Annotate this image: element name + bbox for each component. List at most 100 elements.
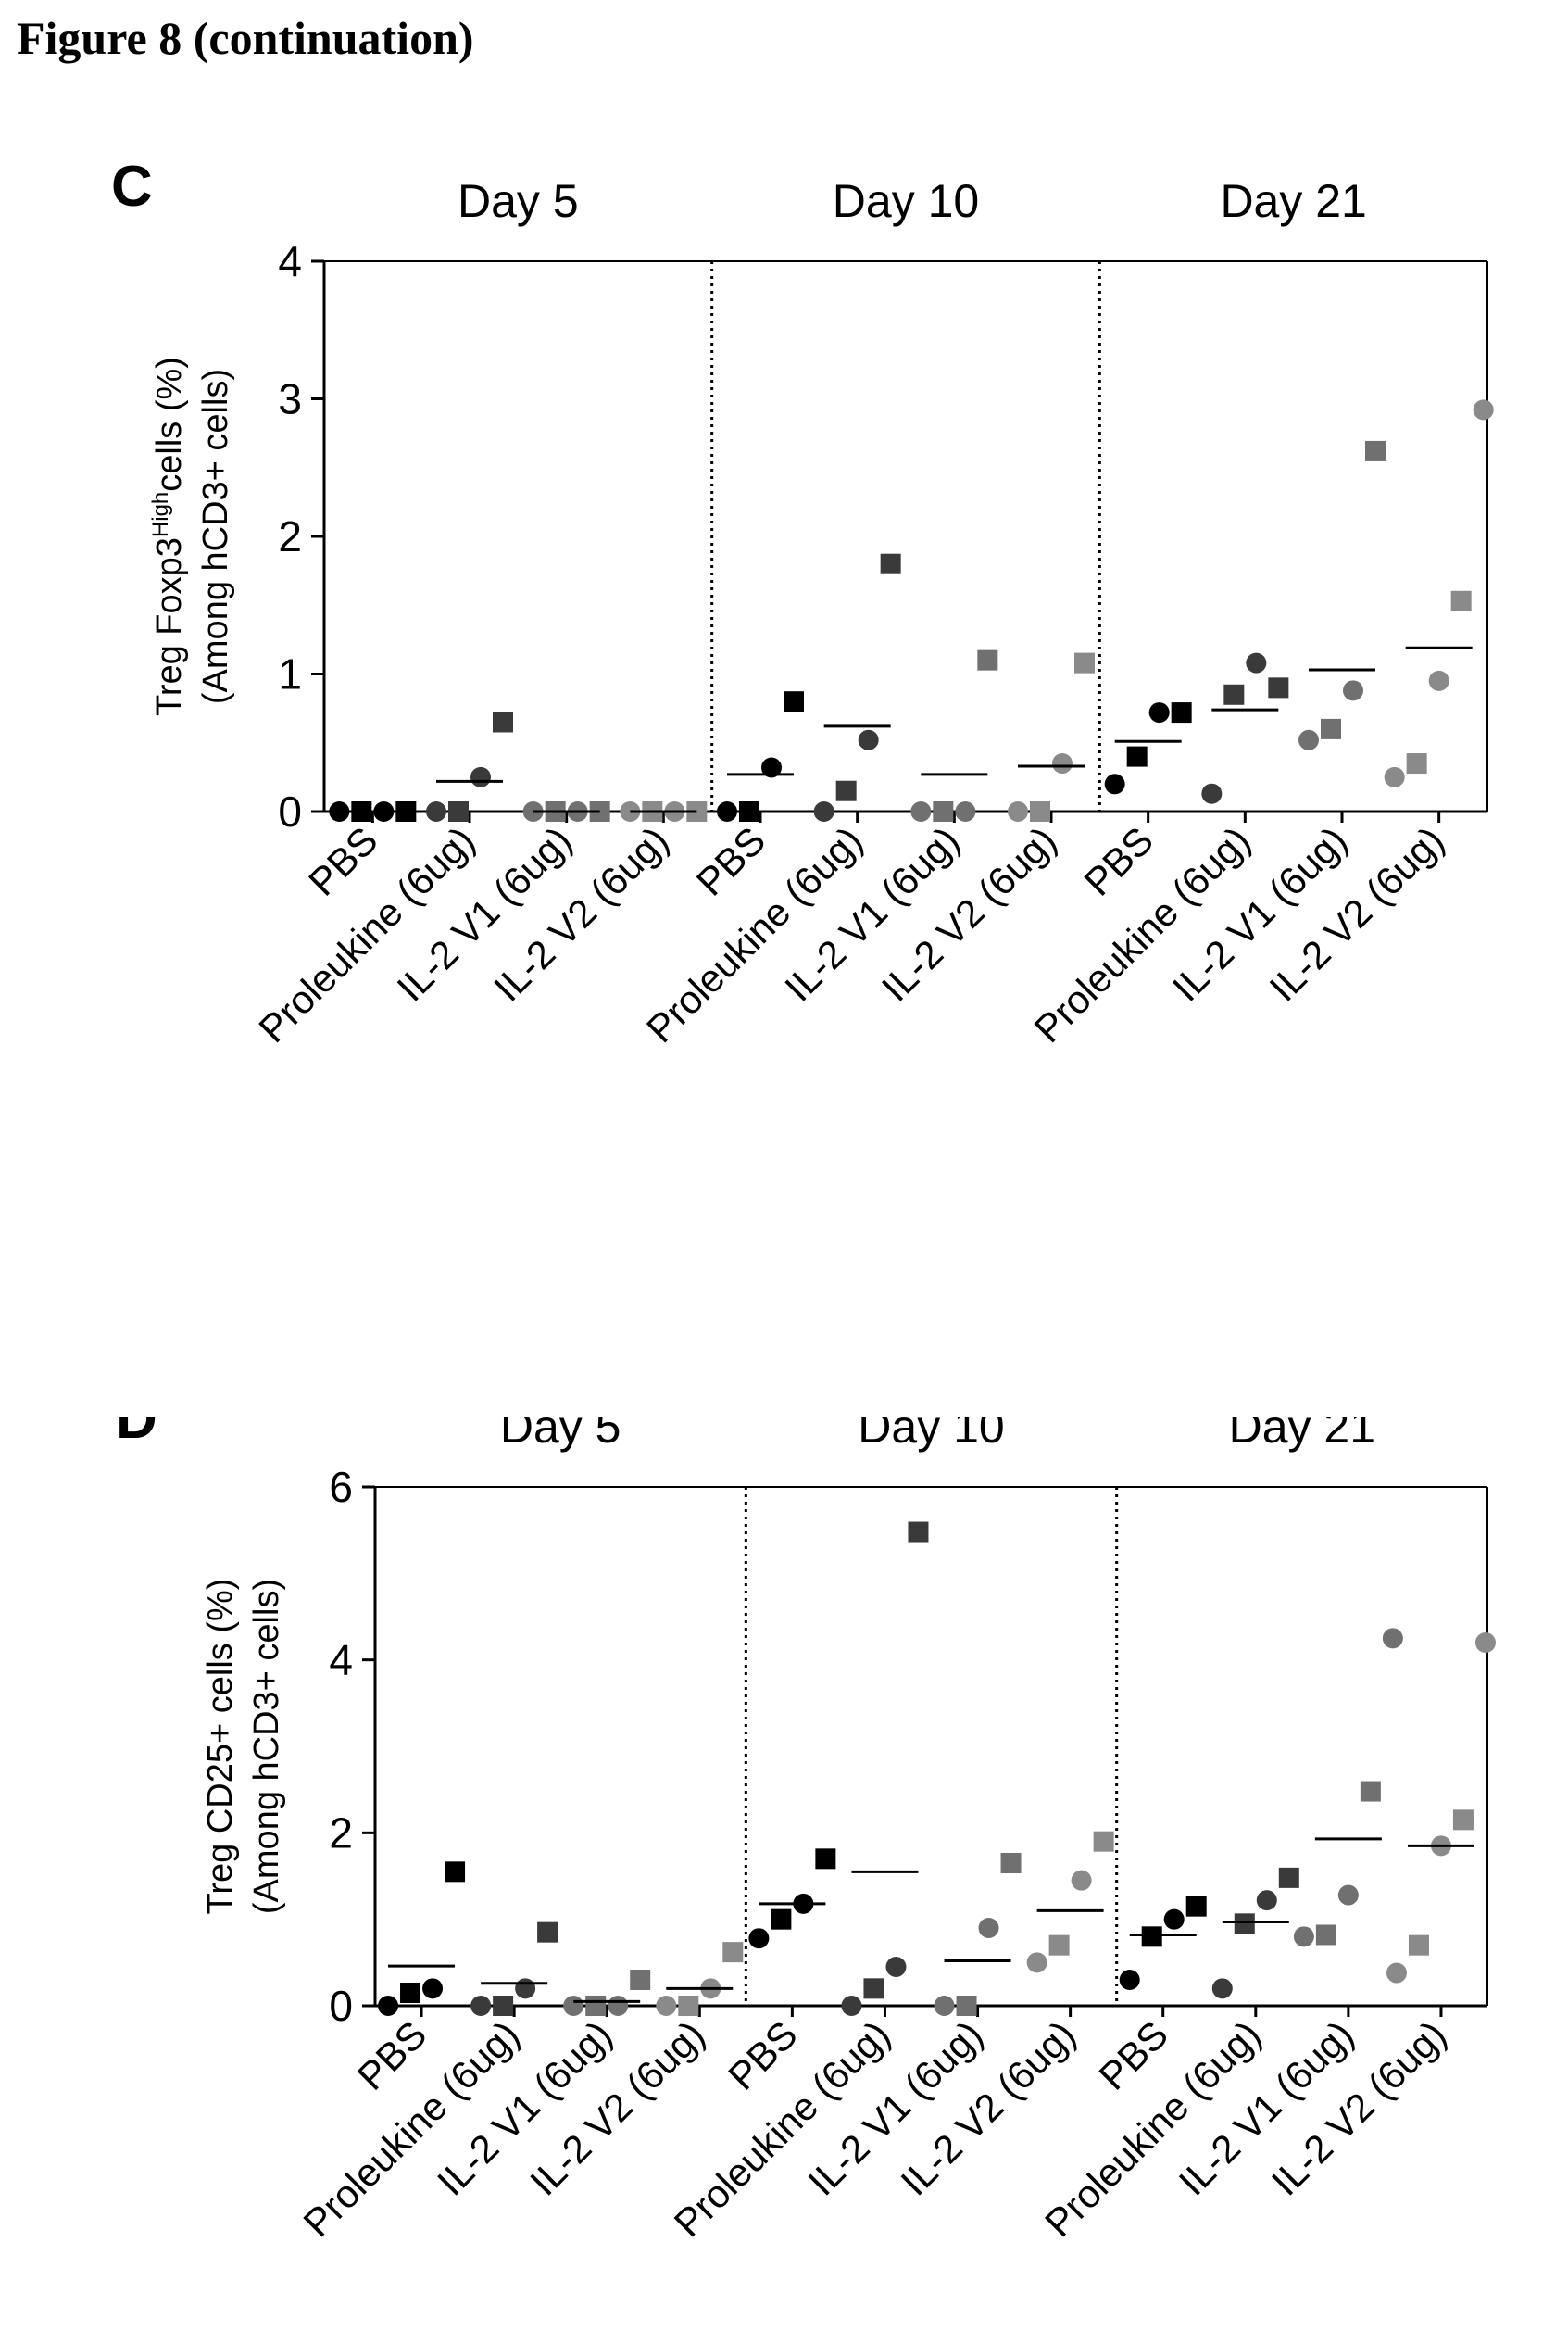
data-point [977,649,998,671]
data-point [1126,746,1148,767]
x-tick-label: PBS [1090,2012,1176,2098]
data-point [445,1861,466,1883]
data-point [784,691,804,712]
data-point [771,1908,792,1930]
data-point [910,801,932,822]
y-tick-label: 1 [278,650,302,699]
data-point [908,1521,929,1543]
data-point [978,1918,999,1938]
data-point [1074,652,1095,674]
data-point [563,1996,584,2016]
data-point [1030,801,1050,822]
y-axis-label-line1: Treg CD25+ cells (%) [201,1579,240,1915]
data-point [493,1996,514,2016]
y-axis-label-superscript: High [148,492,173,537]
data-point [1026,1952,1047,1973]
data-point [1408,1934,1429,1956]
y-tick-label: 2 [329,1808,353,1857]
group-title: Day 10 [858,1417,1004,1453]
data-point [1315,1924,1336,1946]
data-point [956,1996,977,2016]
data-point [1008,801,1028,822]
data-point [1223,684,1245,705]
data-point [880,553,901,574]
group-title: Day 21 [1229,1417,1375,1453]
data-point [585,1996,607,2016]
data-point [717,801,737,822]
data-point [493,712,513,733]
data-point [815,1848,836,1870]
data-point [1360,1781,1381,1802]
y-tick-label: 6 [329,1463,353,1511]
figure-title: Figure 8 (continuation) [17,12,474,64]
data-point [1337,1884,1359,1906]
y-axis-label-line1: Treg Foxp3Highcells (%) [148,357,189,716]
data-point [1343,680,1363,701]
y-tick-label: 0 [278,787,302,836]
data-point [739,801,759,822]
data-point [1093,1831,1114,1852]
data-point [863,1978,884,1999]
x-tick-label: PBS [349,2012,435,2098]
data-point [1428,670,1449,691]
x-tick-label: PBS [300,818,386,904]
x-tick-label: PBS [720,2012,806,2098]
data-point [835,780,857,801]
data-point [1256,1890,1277,1911]
y-tick-label: 4 [329,1636,353,1684]
data-point [1119,1970,1140,1990]
data-point [678,1996,699,2016]
data-point [1278,1867,1299,1888]
data-point [608,1996,629,2016]
data-point [1298,729,1319,750]
panel-label: C [111,157,153,219]
group-title: Day 21 [1220,175,1366,227]
data-point [841,1996,862,2016]
data-point [426,801,446,822]
y-axis-label-text: Treg Foxp3 [150,537,189,716]
y-axis-label-line2: (Among hCD3+ cells) [247,1579,286,1914]
x-tick-label: PBS [688,818,774,904]
data-point [1000,1853,1022,1873]
data-point [1052,753,1073,775]
data-point [1406,753,1427,775]
data-point [1048,1934,1070,1956]
data-point [1365,440,1386,461]
data-point [1148,702,1170,724]
data-point [1384,766,1405,787]
data-point [1382,1628,1403,1649]
panel-label: D [116,1417,157,1451]
data-point [955,801,976,822]
data-point [813,801,834,822]
data-point [1473,399,1494,421]
chart-d-svg: D 0 2 4 6 Treg CD25+ cells (%) (Among hCD3+ ce… [116,1417,1496,2245]
data-point [1104,774,1125,795]
data-point [885,1957,907,1977]
data-point [1321,718,1341,739]
data-point [1386,1962,1407,1984]
data-point [1141,1926,1162,1947]
data-point [422,1978,444,1999]
data-point [448,801,469,822]
data-point [1163,1908,1185,1930]
chart-c-svg: C 0 1 2 3 4 Treg Foxp3Highcells (%) (Among hCD3… [111,157,1494,1051]
y-tick-label: 4 [278,237,302,285]
data-point [1171,702,1192,724]
data-point [761,757,782,778]
data-point [934,1996,955,2016]
data-point [1185,1896,1207,1917]
y-axis-label-text-end: cells (%) [150,357,189,492]
chart-panel-c: C 0 1 2 3 4 Treg Foxp3Highcells (%) (Among hCD3… [0,157,1568,1177]
data-point [1211,1978,1233,1999]
y-tick-label: 3 [278,375,302,423]
group-title: Day 10 [833,175,979,227]
data-point [858,729,879,750]
group-title: Day 5 [500,1417,621,1453]
data-point [400,1983,421,2003]
data-point [470,766,491,787]
data-point [537,1921,558,1943]
x-tick-label: PBS [1075,818,1161,904]
y-axis-label-line2: (Among hCD3+ cells) [196,369,235,704]
data-point [656,1996,677,2016]
data-point [1474,1632,1496,1653]
